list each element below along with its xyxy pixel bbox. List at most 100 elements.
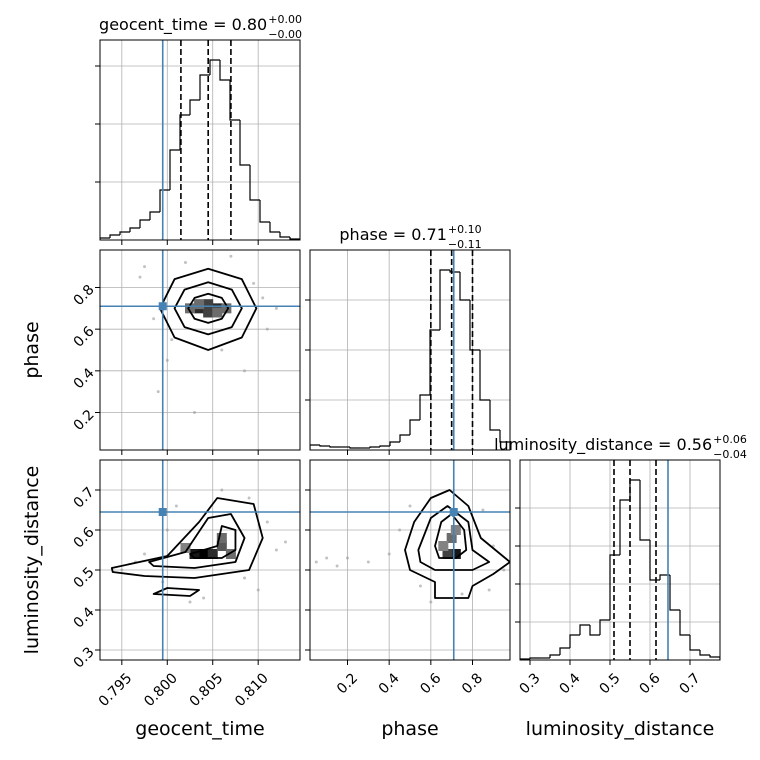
sample-point bbox=[314, 560, 318, 564]
x-axis-label: luminosity_distance bbox=[526, 718, 715, 740]
title-upper: +0.06 bbox=[713, 433, 747, 446]
histogram-step bbox=[479, 350, 490, 401]
histogram-step bbox=[689, 635, 700, 651]
sample-point bbox=[418, 584, 422, 588]
histogram-step bbox=[439, 269, 450, 330]
histogram-step bbox=[469, 300, 480, 351]
histogram-step bbox=[599, 619, 610, 635]
density-cell bbox=[438, 541, 449, 551]
panel-frame bbox=[519, 459, 721, 661]
truth-marker bbox=[158, 508, 167, 516]
histogram-step bbox=[259, 200, 270, 223]
sample-point bbox=[283, 540, 287, 544]
histogram-step bbox=[199, 74, 210, 100]
density-cell bbox=[212, 307, 223, 318]
sample-point bbox=[247, 496, 251, 500]
histogram-step bbox=[239, 120, 250, 166]
density-cell bbox=[442, 549, 453, 559]
sample-point bbox=[165, 528, 169, 532]
truth-marker bbox=[449, 508, 458, 516]
histogram-step bbox=[279, 232, 290, 238]
histogram-step bbox=[219, 60, 230, 81]
sample-point bbox=[256, 588, 260, 592]
histogram-step bbox=[639, 480, 650, 541]
histogram-step bbox=[709, 655, 720, 660]
panel-title: luminosity_distance = 0.56 bbox=[494, 435, 712, 455]
sample-point bbox=[193, 411, 197, 414]
title-lower: −0.11 bbox=[448, 238, 482, 251]
sample-point bbox=[481, 508, 485, 512]
sample-point bbox=[346, 556, 349, 560]
histogram-step bbox=[619, 499, 630, 555]
histogram-step bbox=[179, 114, 190, 150]
panel bbox=[310, 250, 510, 450]
sample-point bbox=[274, 306, 278, 310]
histogram-step bbox=[119, 231, 130, 235]
density-cell bbox=[180, 543, 191, 553]
panel-background bbox=[100, 460, 300, 660]
histogram-step bbox=[419, 394, 430, 420]
histogram-step bbox=[499, 430, 510, 450]
sample-point bbox=[202, 596, 206, 600]
histogram-step bbox=[289, 237, 300, 240]
sample-point bbox=[252, 281, 256, 285]
panel-title: geocent_time = 0.80 bbox=[99, 15, 267, 35]
sample-point bbox=[408, 504, 412, 508]
sample-point bbox=[152, 317, 156, 321]
density-cell bbox=[450, 525, 461, 535]
sample-point bbox=[143, 552, 147, 556]
sample-point bbox=[120, 568, 124, 572]
histogram-step bbox=[659, 574, 670, 580]
x-axis-label: geocent_time bbox=[135, 718, 264, 740]
sample-point bbox=[143, 265, 147, 269]
title-lower: −0.04 bbox=[713, 448, 747, 461]
contour bbox=[173, 281, 243, 336]
histogram-step bbox=[349, 447, 360, 449]
y-axis-label: phase bbox=[21, 321, 43, 378]
panel bbox=[520, 460, 720, 660]
contour bbox=[110, 497, 264, 579]
panel bbox=[310, 460, 510, 660]
histogram-step bbox=[679, 610, 690, 636]
panel bbox=[100, 460, 300, 660]
sample-point bbox=[170, 338, 174, 342]
density-cell bbox=[221, 303, 232, 314]
sample-point bbox=[265, 520, 269, 524]
density-cell bbox=[446, 533, 457, 543]
sample-point bbox=[325, 556, 329, 560]
sample-point bbox=[429, 600, 433, 604]
sample-point bbox=[265, 327, 269, 331]
y-axis-label: luminosity_distance bbox=[21, 466, 43, 655]
panel-frame bbox=[309, 459, 511, 661]
sample-point bbox=[243, 576, 247, 580]
histogram-step bbox=[559, 647, 570, 655]
density-cell bbox=[203, 299, 214, 310]
panel-frame bbox=[99, 249, 301, 451]
panel bbox=[100, 40, 300, 240]
histogram-step bbox=[319, 445, 330, 447]
sample-point bbox=[274, 548, 278, 552]
sample-point bbox=[174, 504, 178, 508]
histogram-step bbox=[669, 575, 680, 611]
histogram-step bbox=[139, 219, 150, 228]
histogram-step bbox=[609, 554, 620, 620]
contour bbox=[148, 513, 246, 569]
panel bbox=[100, 250, 300, 450]
sample-point bbox=[138, 275, 142, 279]
contour bbox=[187, 292, 230, 324]
panel-background bbox=[520, 460, 720, 660]
density-cell bbox=[203, 307, 214, 318]
histogram-step bbox=[529, 657, 540, 659]
sample-point bbox=[261, 296, 265, 300]
histogram-step bbox=[409, 419, 420, 435]
histogram-step bbox=[589, 625, 600, 636]
sample-point bbox=[335, 564, 339, 568]
histogram-step bbox=[429, 329, 440, 395]
panel-frame bbox=[99, 39, 301, 241]
density-cell bbox=[207, 549, 218, 559]
sample-point bbox=[156, 390, 160, 394]
histogram-step bbox=[569, 634, 580, 648]
sample-point bbox=[165, 358, 169, 362]
density-cell bbox=[450, 549, 461, 559]
